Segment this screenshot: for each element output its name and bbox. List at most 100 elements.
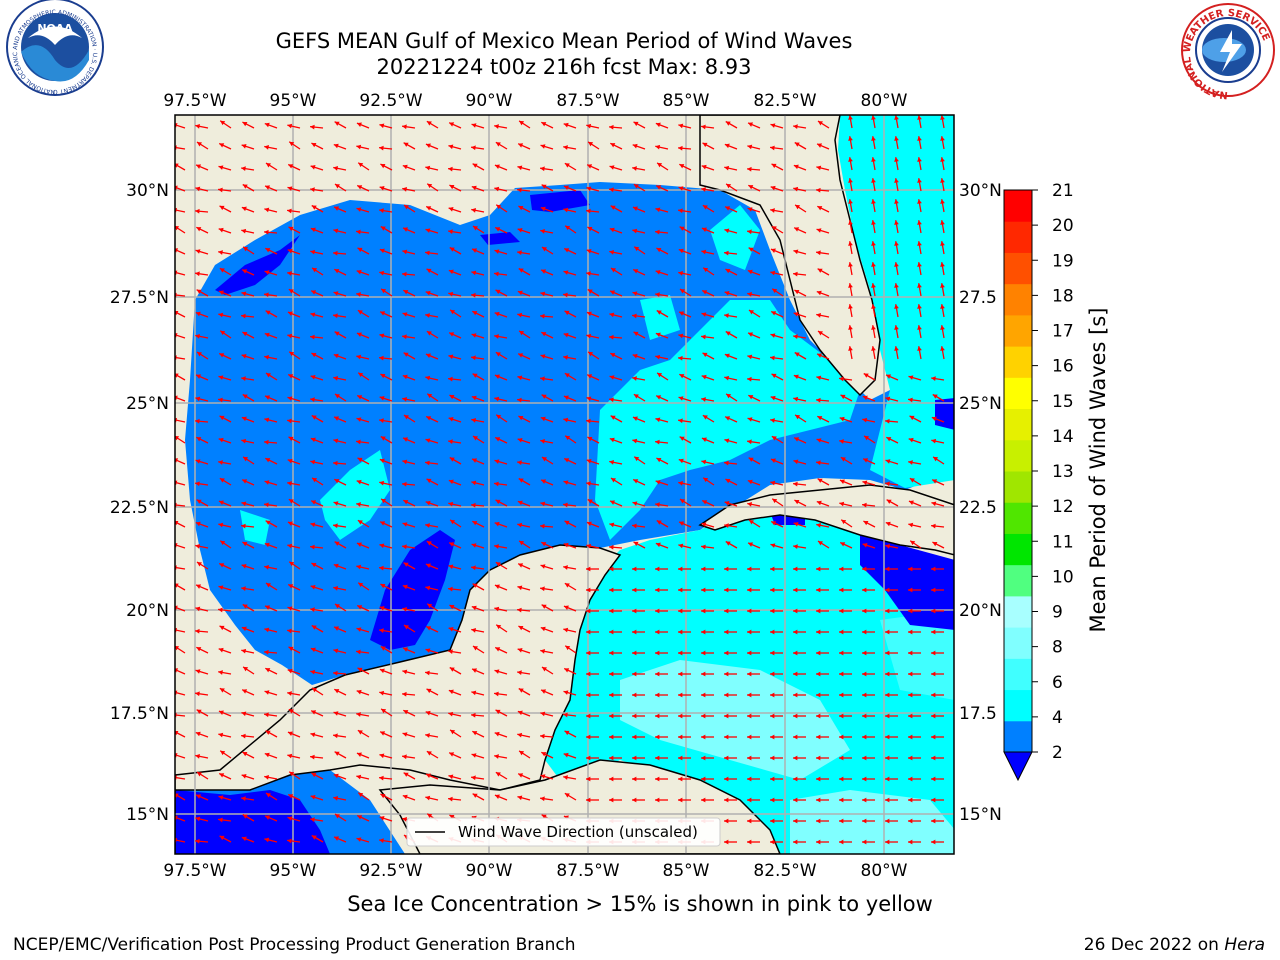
wind-wave-arrow [794, 289, 807, 297]
wind-wave-arrow [862, 734, 875, 740]
wind-wave-arrow [287, 838, 301, 844]
wind-wave-arrow [917, 220, 922, 234]
wind-wave-arrow [356, 542, 370, 549]
lat-tick-right: 22.5 [959, 498, 997, 518]
wind-wave-arrow [333, 291, 347, 297]
wind-wave-arrow [448, 711, 462, 717]
wind-wave-arrow [402, 187, 416, 192]
wind-wave-arrow [287, 521, 301, 528]
wind-wave-arrow [287, 731, 301, 738]
wind-wave-arrow [793, 818, 806, 824]
wind-wave-arrow [517, 773, 531, 780]
wind-wave-arrow [678, 186, 692, 192]
wind-wave-arrow [793, 249, 807, 255]
wind-wave-arrow [356, 502, 370, 507]
wind-wave-arrow [357, 792, 370, 801]
wind-wave-arrow [839, 439, 853, 444]
wind-wave-arrow [495, 771, 508, 780]
wind-wave-arrow [333, 438, 347, 444]
wind-wave-arrow [311, 834, 324, 843]
wind-wave-arrow [379, 311, 393, 318]
wind-wave-arrow [517, 312, 531, 318]
wind-wave-arrow [287, 311, 301, 318]
wind-wave-arrow [379, 753, 393, 759]
wind-wave-arrow [725, 183, 738, 192]
wind-wave-arrow [540, 206, 554, 213]
wind-wave-arrow [679, 226, 692, 234]
wind-wave-arrow [655, 332, 669, 339]
wind-wave-arrow [894, 304, 899, 318]
wind-wave-arrow [770, 797, 783, 803]
wind-wave-arrow [678, 797, 691, 803]
wind-wave-arrow [586, 629, 599, 635]
wind-wave-arrow [494, 311, 508, 318]
wind-wave-arrow [494, 396, 508, 402]
wind-wave-arrow [426, 540, 439, 549]
wind-wave-arrow [449, 246, 462, 255]
wind-wave-arrow [494, 186, 508, 192]
wind-wave-arrow [311, 562, 324, 570]
wind-wave-arrow [609, 460, 623, 465]
wind-wave-arrow [471, 395, 485, 402]
wind-wave-arrow [931, 713, 944, 719]
wind-wave-arrow [218, 795, 232, 801]
wind-wave-arrow [402, 227, 416, 234]
wind-wave-arrow [264, 752, 278, 759]
wind-wave-arrow [471, 123, 485, 129]
wind-wave-arrow [816, 460, 830, 466]
lon-tick-top: 97.5°W [163, 91, 226, 111]
wind-wave-arrow [770, 355, 784, 361]
wind-wave-arrow [356, 229, 370, 235]
wind-wave-arrow [655, 207, 669, 213]
wind-wave-arrow [425, 523, 439, 528]
wind-wave-arrow [402, 437, 416, 444]
wind-wave-arrow [310, 227, 324, 234]
wind-wave-arrow [770, 650, 783, 656]
map-frame [174, 114, 955, 855]
wind-wave-arrow [426, 603, 439, 612]
wind-wave-arrow [264, 185, 278, 192]
wind-wave-arrow [862, 692, 875, 698]
wind-wave-arrow [771, 225, 784, 234]
wind-wave-arrow [356, 332, 370, 339]
wind-wave-arrow [471, 775, 485, 781]
wind-wave-arrow [678, 776, 691, 782]
wind-wave-arrow [494, 544, 508, 549]
wind-wave-arrow [518, 415, 531, 423]
wind-wave-arrow [632, 501, 646, 507]
wind-wave-arrow [817, 120, 830, 129]
wind-wave-arrow [655, 692, 668, 698]
wind-wave-arrow [219, 625, 232, 633]
colorbar-segment [1004, 346, 1032, 378]
wind-wave-arrow [678, 396, 692, 402]
wind-wave-arrow [894, 262, 899, 276]
wind-wave-arrow [242, 666, 255, 675]
wind-wave-arrow [333, 416, 347, 423]
wind-wave-arrow [517, 353, 531, 360]
wind-wave-arrow [564, 435, 577, 444]
wind-wave-arrow [632, 416, 646, 423]
wind-wave-arrow [356, 649, 370, 655]
wind-wave-arrow [379, 690, 393, 696]
wind-wave-arrow [679, 498, 692, 507]
wind-wave-arrow [563, 752, 577, 759]
wind-wave-arrow [816, 839, 829, 845]
wind-wave-arrow [264, 417, 278, 423]
wind-wave-arrow [175, 645, 186, 654]
wind-wave-arrow [701, 334, 715, 340]
wind-wave-arrow [871, 241, 876, 255]
wind-wave-arrow [655, 629, 668, 635]
wind-wave-arrow [175, 225, 186, 234]
wind-wave-arrow [402, 647, 416, 654]
wind-wave-arrow [633, 393, 646, 402]
wind-wave-arrow [678, 713, 691, 719]
wind-wave-arrow [425, 290, 439, 297]
wind-wave-arrow [380, 583, 393, 591]
wind-wave-arrow [379, 480, 393, 486]
wind-wave-arrow [610, 415, 623, 423]
lon-tick-top: 82.5°W [753, 91, 816, 111]
wind-wave-arrow [218, 290, 232, 297]
wind-wave-arrow [425, 250, 439, 256]
wind-wave-arrow [241, 376, 255, 382]
wind-wave-arrow [218, 562, 232, 570]
